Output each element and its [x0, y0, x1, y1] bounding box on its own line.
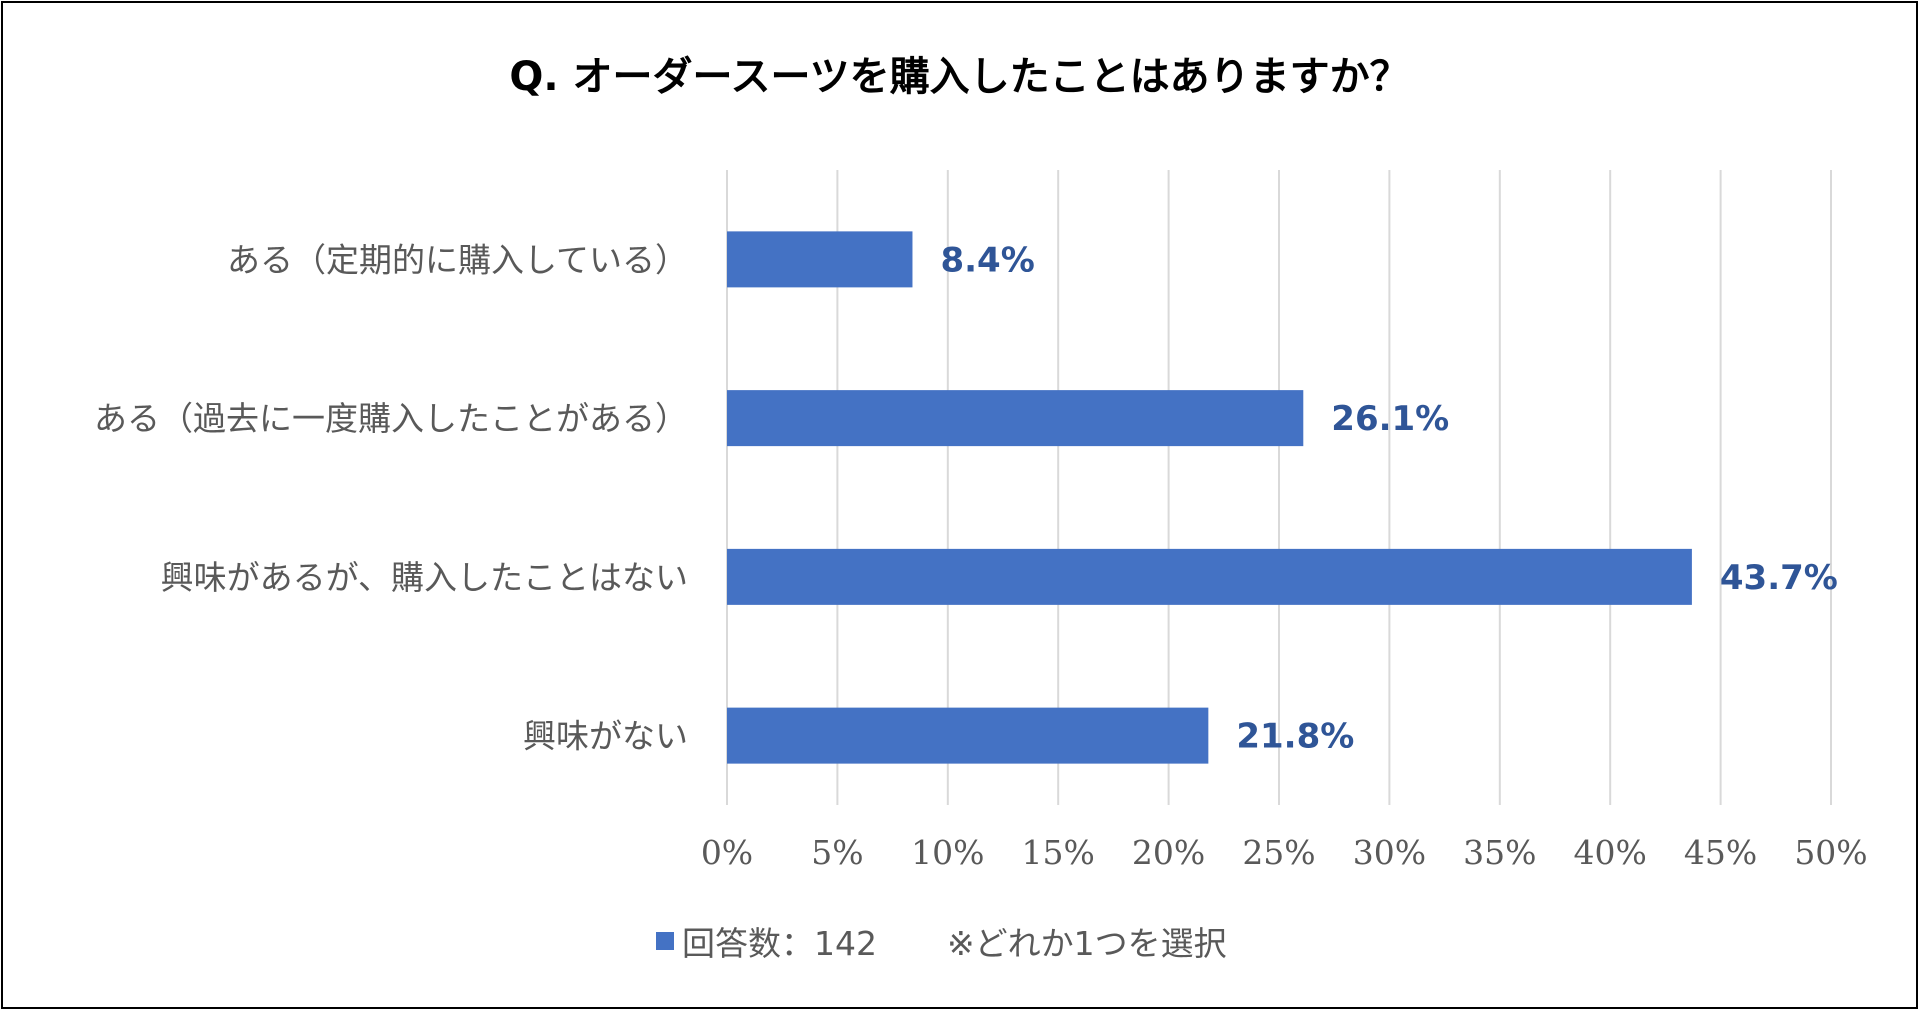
value-label: 21.8% — [1236, 717, 1354, 757]
x-tick-label: 50% — [1794, 833, 1867, 872]
legend-note: ※どれか1つを選択 — [947, 924, 1227, 963]
bar-1 — [727, 231, 913, 288]
bar-2 — [727, 390, 1304, 447]
category-label: 興味がない — [523, 717, 688, 756]
chart-title: Q. オーダースーツを購入したことはありますか？ — [509, 54, 1410, 100]
x-tick-label: 5% — [811, 833, 863, 872]
x-tick-label: 35% — [1463, 833, 1536, 872]
value-label: 43.7% — [1720, 558, 1838, 598]
x-tick-label: 0% — [701, 833, 753, 872]
bar-4 — [727, 707, 1209, 764]
x-tick-label: 40% — [1574, 833, 1647, 872]
x-tick-label: 30% — [1353, 833, 1426, 872]
bar-3 — [727, 548, 1692, 605]
legend-series-label: 回答数：142 — [682, 924, 877, 963]
x-tick-label: 20% — [1132, 833, 1205, 872]
x-tick-label: 15% — [1022, 833, 1095, 872]
value-label: 8.4% — [940, 240, 1034, 280]
x-tick-label: 45% — [1684, 833, 1757, 872]
x-tick-label: 25% — [1242, 833, 1315, 872]
category-label: ある（過去に一度購入したことがある） — [94, 399, 688, 438]
category-label: ある（定期的に購入している） — [227, 240, 688, 279]
legend: 回答数：142 ※どれか1つを選択 — [656, 918, 1227, 964]
category-label: 興味があるが、購入したことはない — [161, 558, 688, 597]
value-label: 26.1% — [1331, 399, 1449, 439]
x-tick-label: 10% — [911, 833, 984, 872]
legend-swatch — [656, 932, 674, 950]
